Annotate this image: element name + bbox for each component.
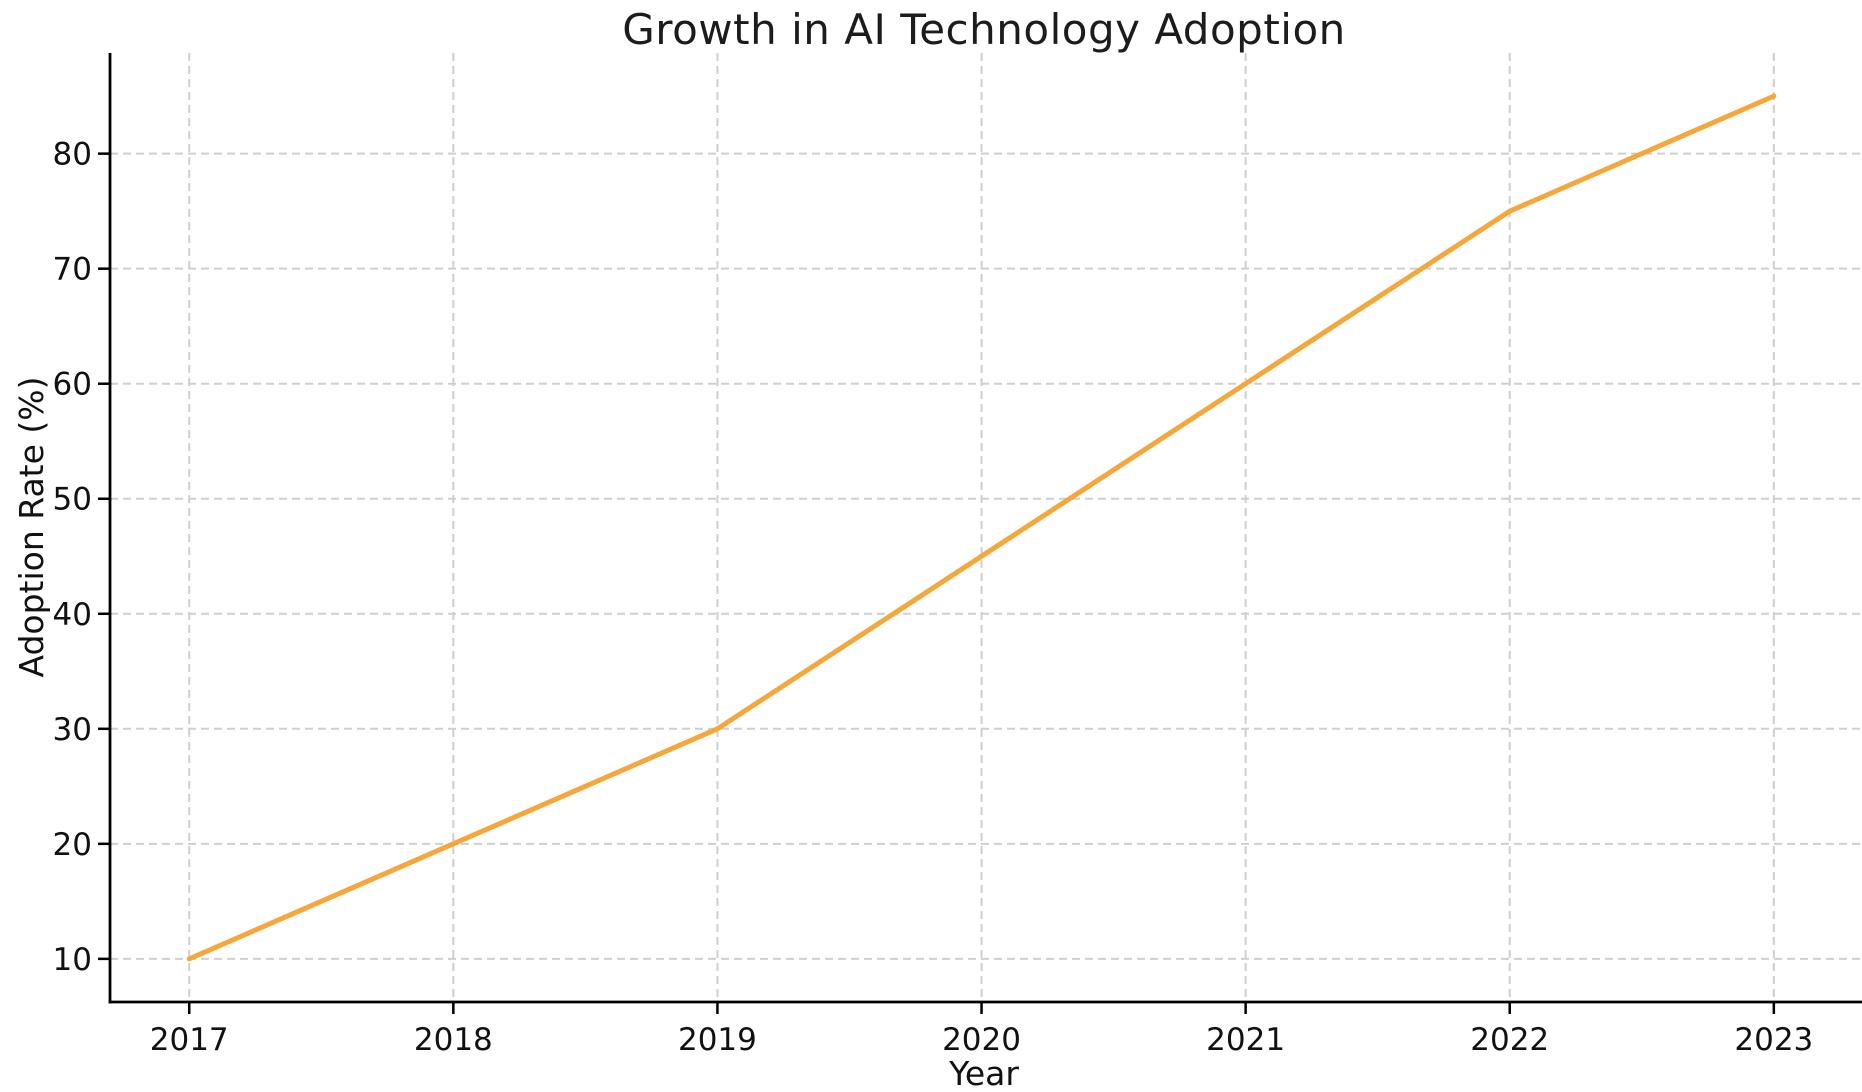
y-tick-label: 40 — [53, 597, 92, 633]
x-tick-label: 2023 — [1734, 1022, 1813, 1058]
x-tick-label: 2018 — [414, 1022, 493, 1058]
data-line — [186, 93, 1777, 962]
x-tick-label: 2021 — [1206, 1022, 1285, 1058]
x-tick-label: 2017 — [150, 1022, 229, 1058]
y-tick-label: 10 — [53, 942, 92, 978]
x-axis-label: Year — [949, 1054, 1019, 1092]
y-tick-label: 50 — [53, 482, 92, 518]
x-tick-label: 2020 — [942, 1022, 1021, 1058]
y-tick-label: 80 — [53, 137, 92, 173]
chart-title: Growth in AI Technology Adoption — [622, 5, 1346, 54]
y-tick-label: 20 — [53, 827, 92, 863]
y-tick-label: 60 — [53, 367, 92, 403]
y-tick-label: 70 — [53, 252, 92, 288]
x-tick-label: 2019 — [678, 1022, 757, 1058]
y-tick-label: 30 — [53, 712, 92, 748]
x-tick-label: 2022 — [1470, 1022, 1549, 1058]
